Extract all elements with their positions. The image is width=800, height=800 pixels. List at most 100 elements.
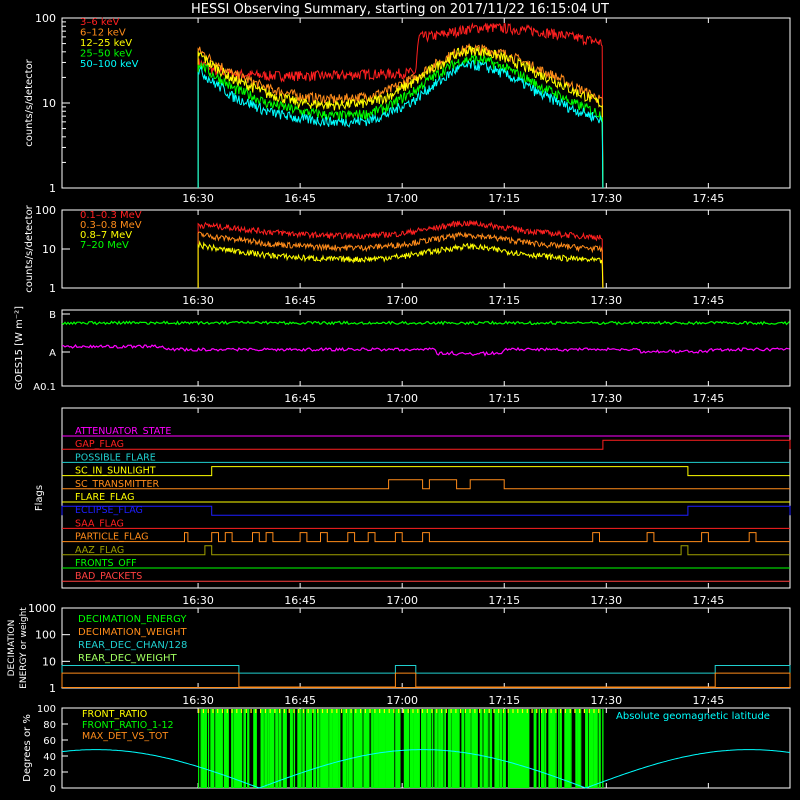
goes-time-label: 16:45 xyxy=(284,392,316,405)
ratio-bar xyxy=(598,709,601,788)
ratio-top-mark xyxy=(560,709,562,713)
highE-time-label: 17:00 xyxy=(386,294,418,307)
ratio-top-mark xyxy=(307,709,309,713)
ratio-top-mark xyxy=(498,709,500,713)
ratio-bar xyxy=(278,709,281,788)
decim-time-label: 17:30 xyxy=(590,694,622,707)
ratio-bar xyxy=(485,709,488,788)
ratio-bar xyxy=(243,709,246,788)
highE-series-2 xyxy=(197,240,604,289)
ratio-bar xyxy=(305,709,308,788)
ratio-bar xyxy=(324,709,326,788)
decim-ytick-label: 100 xyxy=(35,629,56,642)
ratio-bar xyxy=(365,709,369,788)
ratio-bar xyxy=(319,709,321,788)
flag-line-8 xyxy=(62,532,790,543)
flag-label-7: SAA_FLAG xyxy=(75,518,124,529)
flags-time-label: 17:00 xyxy=(386,594,418,607)
ratio-top-mark xyxy=(436,709,438,713)
ratio-bar xyxy=(409,709,412,788)
ratio-bar xyxy=(567,709,571,788)
ratio-bar xyxy=(466,709,469,788)
decim-ytick-label: 10 xyxy=(42,655,56,668)
goes-ylabel: GOES15 [W m⁻²] xyxy=(14,306,25,390)
ratio-top-mark xyxy=(550,709,552,713)
decim-time-label: 17:15 xyxy=(488,694,520,707)
ratio-bar xyxy=(223,709,225,788)
ratio-bar xyxy=(276,709,279,788)
ratio-bar xyxy=(221,709,223,788)
ratio-top-mark xyxy=(321,709,324,713)
ratio-top-mark xyxy=(302,709,305,713)
ratio-top-mark xyxy=(598,709,600,713)
lowE-series-1 xyxy=(197,42,604,189)
ratio-top-mark xyxy=(298,709,300,713)
ratio-bar xyxy=(541,709,543,788)
flag-label-3: SC_IN_SUNLIGHT xyxy=(75,466,156,477)
ratio-top-mark xyxy=(531,709,533,713)
ratio-top-mark xyxy=(312,709,314,713)
ratio-bar xyxy=(203,709,205,788)
ratio-bar xyxy=(487,709,489,788)
ratio-bar xyxy=(283,709,286,788)
ratio-top-mark xyxy=(479,709,481,713)
ratio-bar xyxy=(298,709,301,788)
ratio-bar xyxy=(254,709,257,788)
flag-label-5: FLARE_FLAG xyxy=(75,492,135,503)
flag-line-3 xyxy=(62,466,790,477)
ratio-bar xyxy=(384,709,386,788)
decim-time-label: 16:45 xyxy=(284,694,316,707)
ratio-top-mark xyxy=(345,709,347,713)
ratio-bar xyxy=(517,709,520,788)
ratio-bar xyxy=(507,709,510,788)
goes-time-label: 17:30 xyxy=(590,392,622,405)
ratio-bar xyxy=(383,709,386,788)
ratio-top-mark xyxy=(364,709,366,713)
goes-ytick-label: B xyxy=(49,310,56,321)
ratio-top-mark xyxy=(269,709,271,713)
ratio-top-mark xyxy=(350,709,352,713)
ratio-bar xyxy=(309,709,313,788)
ratio-bar xyxy=(553,709,556,788)
ratio-top-mark xyxy=(426,709,428,713)
ratio-legend-2: MAX_DET_VS_TOT xyxy=(82,731,168,742)
ratio-bar xyxy=(504,709,506,788)
lowE-time-label: 17:30 xyxy=(590,192,622,205)
ratio-bar xyxy=(514,709,517,788)
ratio-top-mark xyxy=(579,709,581,713)
lowE-legend-2: 12–25 keV xyxy=(80,38,132,49)
ratio-top-mark xyxy=(383,709,385,713)
flag-label-9: AAZ_FLAG xyxy=(75,545,124,556)
flags-ylabel: Flags xyxy=(34,485,45,511)
ratio-top-mark xyxy=(317,709,319,713)
decim-ylabel-1: DECIMATION xyxy=(7,620,17,677)
ratio-top-mark xyxy=(588,709,590,713)
ratio-bar xyxy=(385,709,388,788)
flags-time-label: 17:30 xyxy=(590,594,622,607)
highE-frame xyxy=(61,209,791,289)
ratio-bar xyxy=(316,709,319,788)
highE-series-1 xyxy=(197,231,604,289)
ratio-top-mark xyxy=(421,709,424,713)
lowE-series-3 xyxy=(197,54,604,189)
decim-ytick-label: 1000 xyxy=(28,602,56,615)
ratio-bar xyxy=(247,709,249,788)
ratio-bar xyxy=(398,709,401,788)
lowE-legend-1: 6–12 keV xyxy=(80,28,126,39)
ratio-top-mark xyxy=(407,709,409,713)
ratio-bar xyxy=(320,709,324,788)
ratio-top-mark xyxy=(274,709,276,713)
ratio-bar xyxy=(510,709,512,788)
ratio-bar xyxy=(205,709,207,788)
ratio-ytick-label: 0 xyxy=(50,784,56,795)
ratio-top-mark xyxy=(293,709,295,713)
ratio-bar xyxy=(559,709,562,788)
flag-label-6: ECLIPSE_FLAG xyxy=(75,505,143,516)
lowE-ylabel: counts/s/detector xyxy=(24,58,35,146)
ratio-top-mark xyxy=(331,709,333,713)
highE-time-label: 16:45 xyxy=(284,294,316,307)
highE-legend-2: 0.8–7 MeV xyxy=(80,230,132,241)
ratio-bar xyxy=(576,709,578,788)
ratio-bar xyxy=(372,709,374,788)
